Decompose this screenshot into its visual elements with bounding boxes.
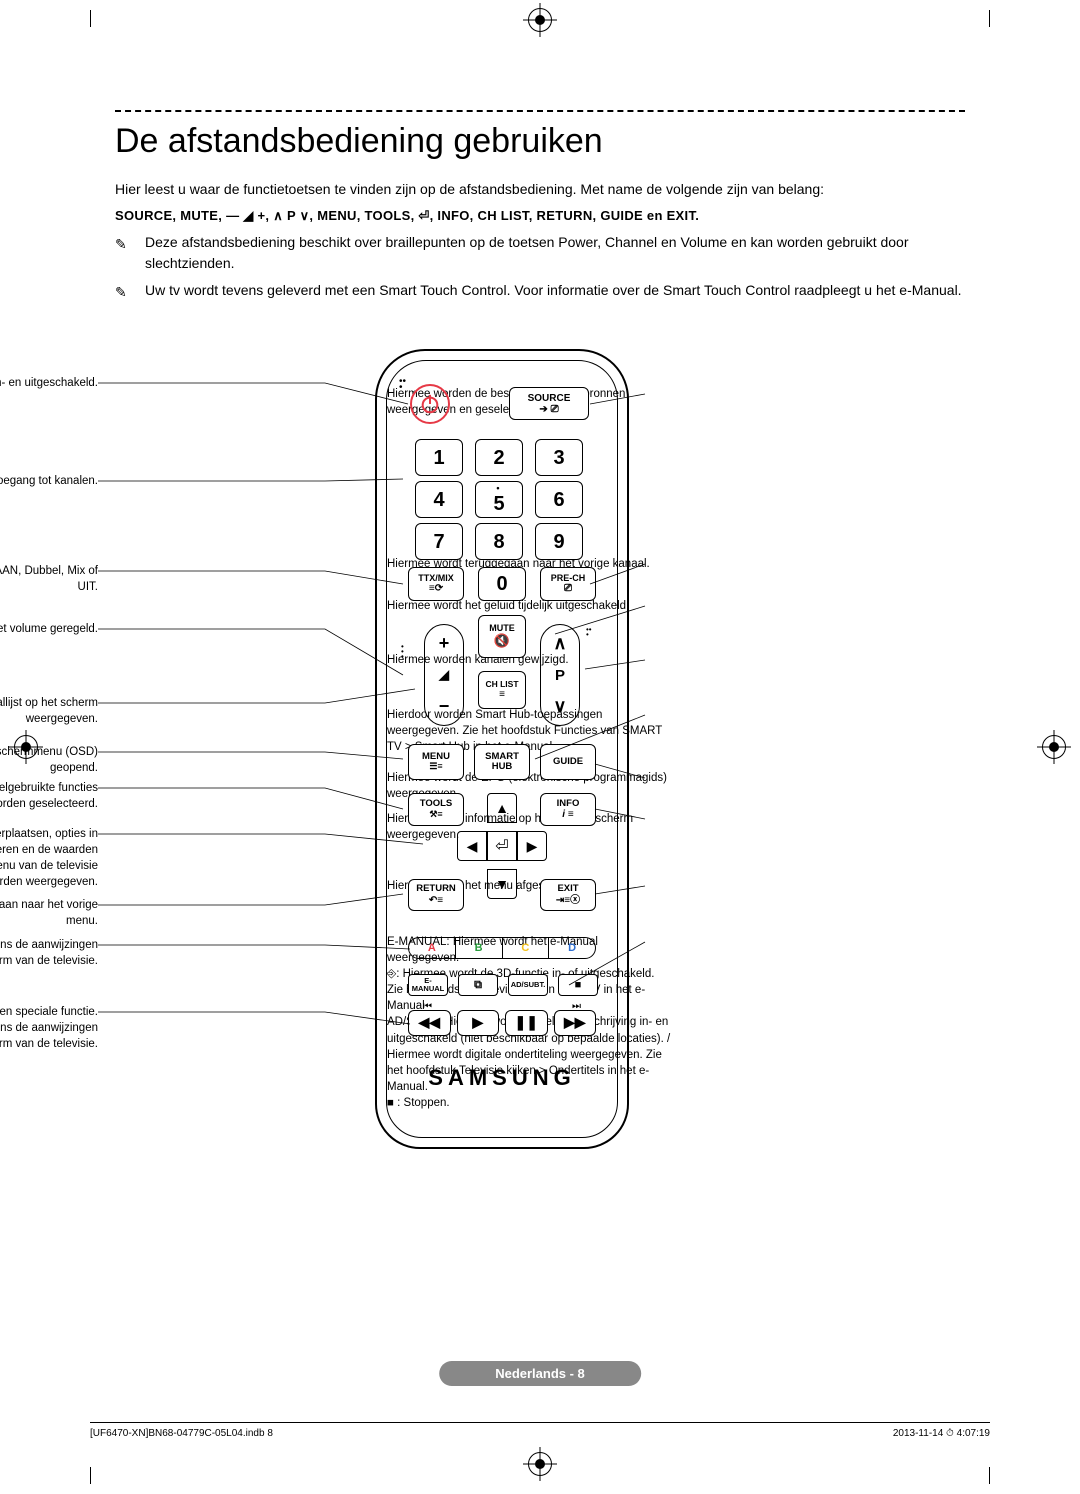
intro-text: Hier leest u waar de functietoetsen te v… [115, 179, 965, 200]
note-smart-touch: ✎ Uw tv wordt tevens geleverd met een Sm… [115, 280, 965, 301]
registration-mark-bottom [528, 1452, 552, 1476]
page-title: De afstandsbediening gebruiken [115, 122, 965, 161]
crop-mark [989, 10, 990, 27]
file-name: [UF6470-XN]BN68-04779C-05L04.indb 8 [90, 1428, 273, 1439]
registration-mark-right [1042, 735, 1066, 759]
note-icon: ✎ [115, 234, 127, 255]
crop-mark [90, 10, 91, 27]
heading-rule [115, 110, 965, 112]
file-footer: [UF6470-XN]BN68-04779C-05L04.indb 8 2013… [90, 1422, 990, 1439]
crop-mark [90, 1467, 91, 1484]
note-text: Deze afstandsbediening beschikt over bra… [145, 234, 909, 271]
crop-mark [989, 1467, 990, 1484]
key-list: SOURCE, MUTE, — ◢ +, ∧ P ∨, MENU, TOOLS,… [115, 208, 965, 224]
leader-lines [0, 349, 705, 1219]
remote-diagram: Hiermee wordt de televisie in- en uitges… [115, 349, 965, 1219]
file-timestamp: 2013-11-14 ⏱ 4:07:19 [893, 1428, 990, 1439]
note-icon: ✎ [115, 282, 127, 303]
note-braille: ✎ Deze afstandsbediening beschikt over b… [115, 232, 965, 274]
note-text: Uw tv wordt tevens geleverd met een Smar… [145, 282, 962, 298]
page-number-pill: Nederlands - 8 [439, 1361, 641, 1386]
page-content: De afstandsbediening gebruiken Hier lees… [115, 110, 965, 1219]
registration-mark-top [528, 8, 552, 32]
